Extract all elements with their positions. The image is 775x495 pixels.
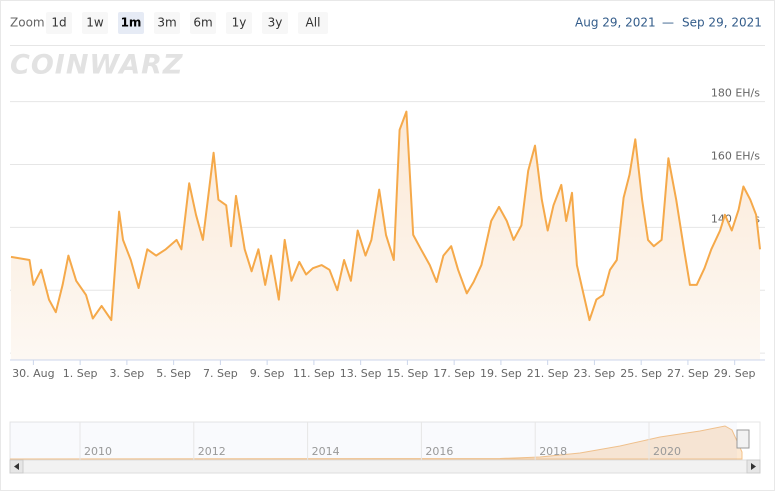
zoom-button-label[interactable]: 3y — [268, 16, 283, 30]
x-tick-label: 29. Sep — [714, 367, 756, 380]
navigator-mask — [10, 422, 737, 460]
zoom-buttons: 1d 1w 1m 3m 6m 1y 3y All — [46, 12, 328, 34]
navigator-label: 2010 — [84, 445, 112, 458]
navigator: 2010 2012 2014 2016 2018 2020 — [9, 421, 761, 474]
watermark: COINWARZ — [10, 50, 184, 81]
zoom-button[interactable]: 1m — [118, 12, 144, 34]
zoom-button-label[interactable]: 6m — [193, 16, 212, 30]
x-tick-label: 5. Sep — [156, 367, 191, 380]
zoom-label: Zoom — [10, 16, 45, 30]
date-to[interactable]: Sep 29, 2021 — [682, 16, 762, 30]
scrollbar-track — [9, 459, 761, 474]
arrow-left — [14, 463, 19, 470]
y-tick-label: 180 EH/s — [711, 87, 760, 100]
zoom-button[interactable]: 3m — [154, 12, 180, 34]
zoom-button-label[interactable]: 1m — [121, 16, 142, 30]
x-tick-label: 1. Sep — [63, 367, 98, 380]
zoom-button-bg[interactable] — [82, 12, 108, 34]
zoom-button-label[interactable]: 1d — [51, 16, 66, 30]
x-tick-label: 3. Sep — [110, 367, 145, 380]
navigator-handle[interactable] — [736, 429, 750, 449]
zoom-button-bg[interactable] — [262, 12, 288, 34]
x-tick-label: 19. Sep — [480, 367, 522, 380]
zoom-button[interactable]: 6m — [190, 12, 216, 34]
navigator-label: 2018 — [539, 445, 567, 458]
x-tick-label: 7. Sep — [203, 367, 238, 380]
zoom-button-bg[interactable] — [226, 12, 252, 34]
x-tick-label: 30. Aug — [12, 367, 54, 380]
zoom-button-label[interactable]: 1w — [86, 16, 104, 30]
navigator-label: 2020 — [653, 445, 681, 458]
zoom-button[interactable]: 1d — [46, 12, 72, 34]
zoom-button-label[interactable]: 3m — [157, 16, 176, 30]
x-tick-label: 9. Sep — [250, 367, 285, 380]
zoom-button-bg[interactable] — [46, 12, 72, 34]
line — [10, 110, 761, 322]
navigator-label: 2016 — [425, 445, 453, 458]
zoom-button-bg[interactable] — [118, 12, 144, 34]
date-from[interactable]: Aug 29, 2021 — [575, 16, 656, 30]
zoom-button-bg[interactable] — [154, 12, 180, 34]
zoom-button-bg[interactable] — [190, 12, 216, 34]
navigator-label: 2012 — [198, 445, 226, 458]
x-tick-label: 11. Sep — [293, 367, 335, 380]
y-tick-label: 160 EH/s — [711, 149, 760, 162]
zoom-button[interactable]: All — [298, 12, 328, 34]
x-tick-label: 13. Sep — [340, 367, 382, 380]
navigator-label: 2014 — [312, 445, 340, 458]
navigator-series — [9, 425, 743, 460]
zoom-button-label[interactable]: All — [306, 16, 321, 30]
x-tick-label: 27. Sep — [667, 367, 709, 380]
x-tick-label: 25. Sep — [620, 367, 662, 380]
zoom-button-label[interactable]: 1y — [232, 16, 247, 30]
x-tick-label: 17. Sep — [433, 367, 475, 380]
date-separator: — — [662, 16, 674, 30]
x-tick-label: 21. Sep — [527, 367, 569, 380]
arrow-right — [751, 463, 756, 470]
zoom-button[interactable]: 1w — [82, 12, 108, 34]
x-tick-label: 15. Sep — [387, 367, 429, 380]
zoom-button[interactable]: 1y — [226, 12, 252, 34]
zoom-button[interactable]: 3y — [262, 12, 288, 34]
zoom-button-bg[interactable] — [298, 12, 328, 34]
x-tick-label: 23. Sep — [574, 367, 616, 380]
